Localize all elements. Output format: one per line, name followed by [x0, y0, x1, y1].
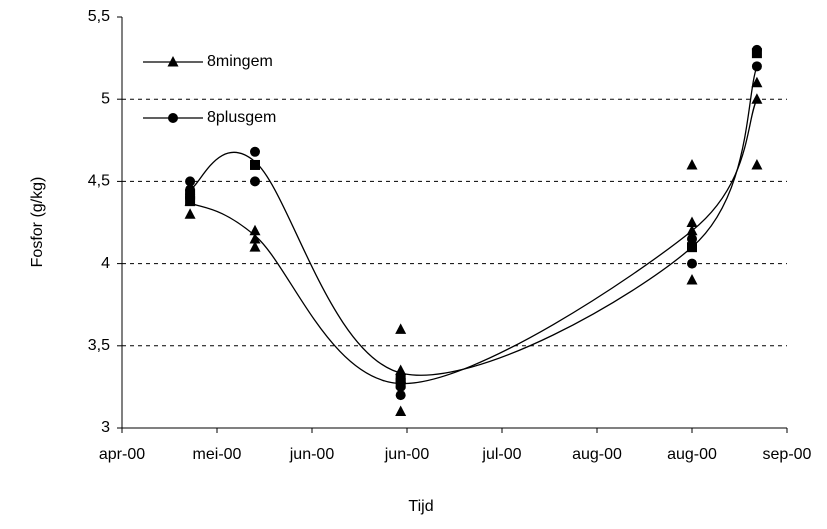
x-tick-label: sep-00	[763, 446, 812, 463]
x-tick-label: jun-00	[289, 446, 335, 463]
x-tick-label: jun-00	[384, 446, 430, 463]
point	[751, 93, 763, 104]
x-tick-label: aug-00	[572, 446, 622, 463]
y-tick-label: 5,5	[88, 8, 110, 25]
point	[250, 159, 260, 170]
point	[395, 323, 407, 334]
point	[395, 405, 407, 417]
y-tick-label: 3,5	[88, 337, 110, 354]
point	[185, 196, 196, 207]
point	[751, 158, 763, 170]
legend-marker	[168, 113, 178, 123]
point	[395, 378, 406, 389]
point	[686, 216, 698, 227]
point	[687, 233, 697, 244]
y-axis-title: Fosfor (g/kg)	[29, 177, 46, 268]
point	[751, 48, 762, 59]
point	[751, 61, 762, 72]
legend-label: 8mingem	[207, 53, 273, 70]
point	[686, 158, 698, 170]
point	[687, 258, 697, 269]
point	[687, 242, 697, 253]
point	[250, 146, 260, 157]
point	[185, 189, 196, 200]
y-tick-label: 4,5	[88, 173, 110, 190]
x-tick-label: apr-00	[99, 446, 145, 463]
point	[249, 224, 261, 236]
legend-marker	[167, 56, 179, 67]
x-tick-label: aug-00	[667, 446, 717, 463]
point	[185, 176, 196, 187]
point	[249, 232, 261, 244]
x-tick-label: jul-00	[481, 446, 521, 463]
trend-line	[189, 98, 758, 385]
x-axis-title: Tijd	[408, 498, 433, 515]
point	[249, 241, 261, 252]
point	[686, 224, 698, 236]
point	[184, 208, 196, 219]
y-tick-label: 3	[101, 419, 110, 436]
point	[686, 274, 698, 285]
point	[250, 176, 260, 187]
y-tick-label: 4	[101, 255, 110, 272]
point	[751, 76, 763, 88]
point	[395, 390, 406, 401]
legend-label: 8plusgem	[207, 109, 276, 126]
y-tick-label: 5	[101, 90, 110, 107]
x-tick-label: mei-00	[193, 446, 242, 463]
